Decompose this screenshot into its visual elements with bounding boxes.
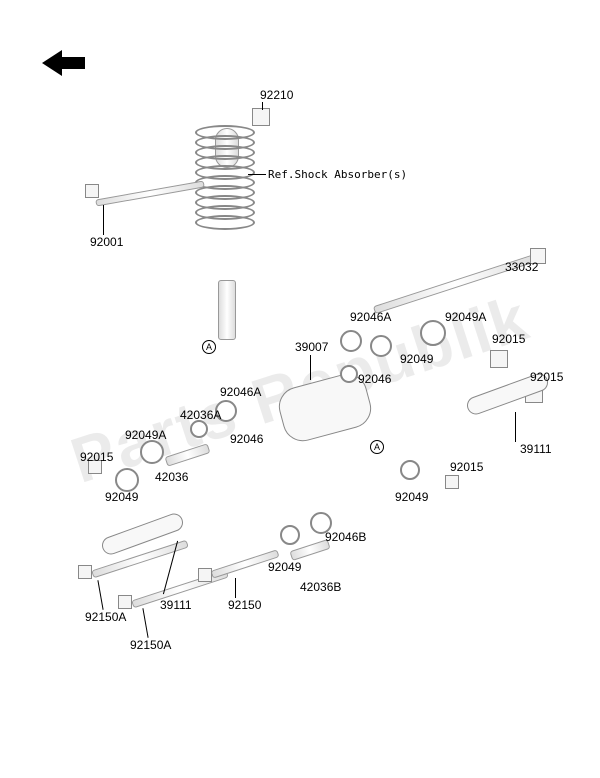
ref-shock-label: Ref.Shock Absorber(s): [268, 168, 407, 181]
label-92015-2: 92015: [530, 370, 563, 384]
leader-39007: [310, 355, 311, 380]
part-shock-lower: [218, 280, 236, 340]
part-nut-rl1: [445, 475, 459, 489]
leader-39111-1: [515, 412, 516, 442]
label-92046b: 92046B: [325, 530, 366, 544]
leader-92001: [103, 205, 104, 235]
label-92046a-1: 92046A: [350, 310, 391, 324]
label-42036: 42036: [155, 470, 188, 484]
label-92049-2: 92049: [105, 490, 138, 504]
label-92049-1: 92049: [400, 352, 433, 366]
label-92046a-2: 92046A: [220, 385, 261, 399]
leader-ref: [248, 174, 266, 175]
diagram-container: Parts Republik: [0, 0, 600, 778]
leader-92150: [235, 578, 236, 598]
label-92046-2: 92046: [230, 432, 263, 446]
part-nut-top: [252, 108, 270, 126]
label-92001: 92001: [90, 235, 123, 249]
label-92210: 92210: [260, 88, 293, 102]
marker-a-1: A: [202, 340, 216, 354]
label-92015-3: 92015: [80, 450, 113, 464]
label-39111-2: 39111: [160, 598, 192, 612]
part-ring-1: [340, 330, 362, 352]
label-33032: 33032: [505, 260, 538, 274]
part-ring-l2: [190, 420, 208, 438]
label-92046-1: 92046: [358, 372, 391, 386]
label-92049a-2: 92049A: [125, 428, 166, 442]
label-92049-3: 92049: [395, 490, 428, 504]
part-ring-rl1: [400, 460, 420, 480]
label-92150: 92150: [228, 598, 261, 612]
label-42036a: 42036A: [180, 408, 221, 422]
label-92150a-1: 92150A: [85, 610, 126, 624]
part-ring-l3: [140, 440, 164, 464]
label-92015-4: 92015: [450, 460, 483, 474]
part-bolthead-92001: [85, 184, 99, 198]
part-bolthead-b3: [198, 568, 212, 582]
part-bolthead-b2: [118, 595, 132, 609]
label-92049-4: 92049: [268, 560, 301, 574]
label-42036b: 42036B: [300, 580, 341, 594]
label-92049a-1: 92049A: [445, 310, 486, 324]
part-ring-3: [420, 320, 446, 346]
leader-92150a-2: [142, 608, 148, 638]
part-ring-l4: [115, 468, 139, 492]
label-39111-1: 39111: [520, 442, 552, 456]
leader-92210: [262, 102, 263, 110]
part-ring-2: [370, 335, 392, 357]
label-92150a-2: 92150A: [130, 638, 171, 652]
label-39007: 39007: [295, 340, 328, 354]
part-bolthead-b1: [78, 565, 92, 579]
orientation-arrow: [40, 45, 90, 85]
marker-a-2: A: [370, 440, 384, 454]
part-ring-b1: [280, 525, 300, 545]
part-bolt-92001: [95, 181, 205, 207]
label-92015-1: 92015: [492, 332, 525, 346]
part-ring-4: [340, 365, 358, 383]
leader-92150a-1: [97, 580, 103, 610]
part-nut-r1: [490, 350, 508, 368]
part-sleeve-42036: [165, 443, 211, 466]
